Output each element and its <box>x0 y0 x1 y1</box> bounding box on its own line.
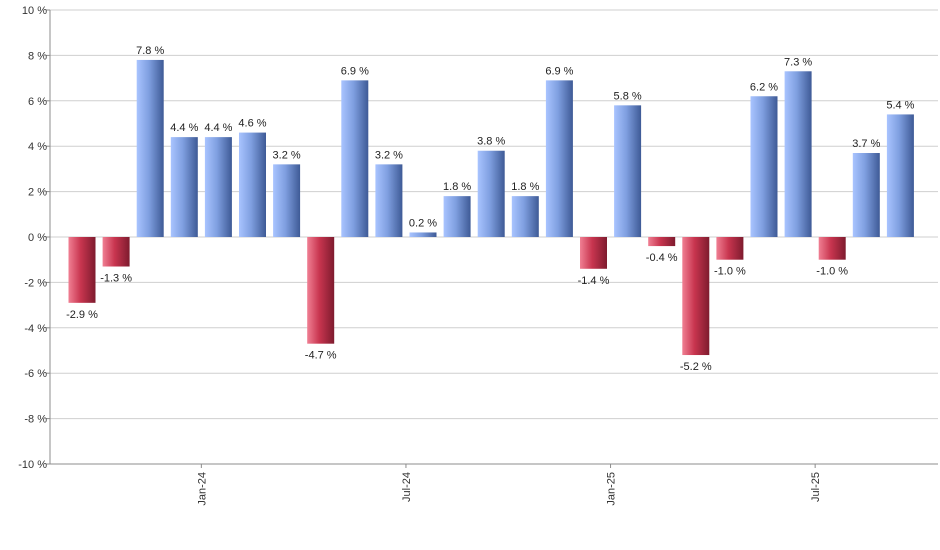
bar-value-label: -5.2 % <box>680 361 712 373</box>
y-tick-label: 10 % <box>22 5 47 17</box>
bar-value-label: 3.2 % <box>273 149 301 161</box>
bar <box>580 237 607 269</box>
bar <box>886 114 914 237</box>
bar-value-label: -0.4 % <box>646 252 678 264</box>
y-tick-label: 8 % <box>28 50 47 62</box>
x-tick-label: Jan-25 <box>606 472 618 506</box>
y-tick-label: -2 % <box>24 277 47 289</box>
y-tick-label: -8 % <box>24 414 47 426</box>
bars <box>68 59 914 356</box>
bar-value-label: 0.2 % <box>409 217 437 229</box>
bar <box>682 237 710 356</box>
bar-value-label: 4.4 % <box>170 122 198 134</box>
bar-value-label: 4.4 % <box>204 122 232 134</box>
axes <box>49 10 938 465</box>
y-tick-label: 4 % <box>28 141 47 153</box>
bar <box>750 96 778 237</box>
bar-value-label: 1.8 % <box>443 181 471 193</box>
bar <box>307 237 335 344</box>
bar <box>341 80 369 238</box>
bar <box>545 80 573 238</box>
bar <box>409 232 437 237</box>
x-tick-label: Jul-24 <box>401 472 413 502</box>
bar <box>852 153 880 237</box>
bar <box>136 59 164 237</box>
bar <box>239 132 266 237</box>
bar-value-label: 5.8 % <box>614 90 642 102</box>
bar-value-label: -1.0 % <box>714 266 746 278</box>
bar-value-label: 3.8 % <box>477 136 505 148</box>
bar <box>170 137 198 237</box>
bar <box>477 150 505 237</box>
bar <box>273 164 301 237</box>
bar <box>443 196 471 237</box>
bar <box>784 71 812 237</box>
bar-value-label: 3.2 % <box>375 149 403 161</box>
y-tick-label: -6 % <box>24 368 47 380</box>
bar-value-label: 3.7 % <box>852 138 880 150</box>
bar <box>614 105 642 237</box>
bar <box>716 237 744 260</box>
bar-value-label: -1.0 % <box>816 266 848 278</box>
bar <box>102 237 130 267</box>
bar-value-label: -2.9 % <box>66 309 98 321</box>
bar-value-label: 6.9 % <box>545 65 573 77</box>
bar-value-label: -1.4 % <box>578 275 610 287</box>
bar <box>204 137 232 237</box>
bar <box>375 164 403 237</box>
y-tick-label: 0 % <box>28 232 47 244</box>
bar-value-label: 7.8 % <box>136 45 164 57</box>
y-tick-label: -10 % <box>18 459 47 471</box>
x-axis-tick-labels: Jan-24 Jul-24 Jan-25 Jul-25 <box>196 464 822 506</box>
bar-value-label: -4.7 % <box>305 350 337 362</box>
y-tick-label: 6 % <box>28 96 47 108</box>
bar-value-labels: -2.9 % -1.3 % 7.8 % 4.4 % 4.4 % 4.6 % 3.2 % -4.… <box>66 45 915 373</box>
x-tick-label: Jul-25 <box>810 472 822 502</box>
bar-value-label: 6.9 % <box>341 65 369 77</box>
y-axis-tick-labels: 10 % 8 % 6 % 4 % 2 % 0 % -2 % -4 % -6 % -8 % -10 % <box>18 5 50 471</box>
y-tick-label: 2 % <box>28 187 47 199</box>
bar <box>511 196 539 237</box>
bar-value-label: -1.3 % <box>100 273 132 285</box>
bar-value-label: 4.6 % <box>238 118 266 130</box>
bar-value-label: 1.8 % <box>511 181 539 193</box>
bar <box>818 237 846 260</box>
bar <box>68 237 96 303</box>
bar-value-label: 7.3 % <box>784 56 812 68</box>
y-tick-label: -4 % <box>24 323 47 335</box>
bar <box>648 237 676 247</box>
bar-value-label: 6.2 % <box>750 81 778 93</box>
bar-value-label: 5.4 % <box>886 99 914 111</box>
x-tick-label: Jan-24 <box>196 472 208 506</box>
